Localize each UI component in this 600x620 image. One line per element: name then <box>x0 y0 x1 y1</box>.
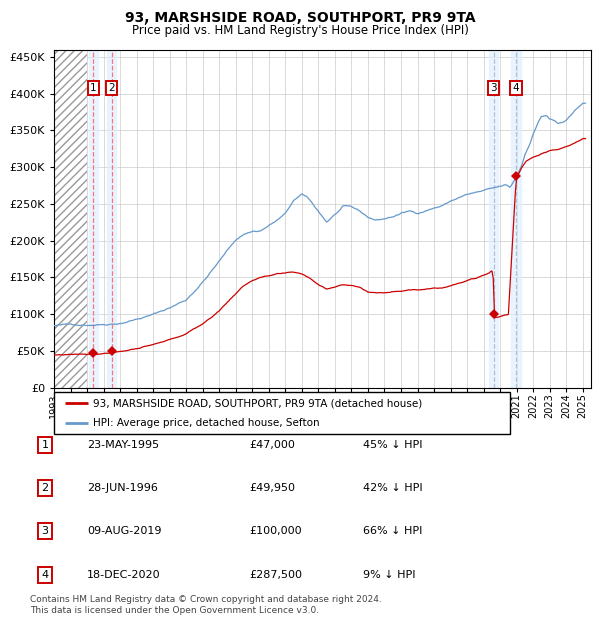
Text: 23-MAY-1995: 23-MAY-1995 <box>87 440 159 450</box>
FancyBboxPatch shape <box>54 392 510 434</box>
Text: Price paid vs. HM Land Registry's House Price Index (HPI): Price paid vs. HM Land Registry's House … <box>131 24 469 37</box>
Text: Contains HM Land Registry data © Crown copyright and database right 2024.: Contains HM Land Registry data © Crown c… <box>30 595 382 604</box>
Text: 1: 1 <box>41 440 49 450</box>
Text: 18-DEC-2020: 18-DEC-2020 <box>87 570 161 580</box>
Text: 1: 1 <box>90 83 97 93</box>
Text: 4: 4 <box>512 83 519 93</box>
Text: 3: 3 <box>490 83 497 93</box>
Text: 66% ↓ HPI: 66% ↓ HPI <box>363 526 422 536</box>
Text: £100,000: £100,000 <box>249 526 302 536</box>
Text: 93, MARSHSIDE ROAD, SOUTHPORT, PR9 9TA: 93, MARSHSIDE ROAD, SOUTHPORT, PR9 9TA <box>125 11 475 25</box>
Text: 09-AUG-2019: 09-AUG-2019 <box>87 526 161 536</box>
Text: 9% ↓ HPI: 9% ↓ HPI <box>363 570 415 580</box>
Bar <box>54 50 87 388</box>
Text: £49,950: £49,950 <box>249 483 295 493</box>
Text: 42% ↓ HPI: 42% ↓ HPI <box>363 483 422 493</box>
Text: HPI: Average price, detached house, Sefton: HPI: Average price, detached house, Seft… <box>93 418 319 428</box>
Text: 45% ↓ HPI: 45% ↓ HPI <box>363 440 422 450</box>
Text: £287,500: £287,500 <box>249 570 302 580</box>
Text: 4: 4 <box>41 570 49 580</box>
Bar <box>489 50 498 388</box>
Text: 3: 3 <box>41 526 49 536</box>
Text: 28-JUN-1996: 28-JUN-1996 <box>87 483 158 493</box>
Bar <box>107 50 116 388</box>
Text: £47,000: £47,000 <box>249 440 295 450</box>
Text: 2: 2 <box>41 483 49 493</box>
Text: This data is licensed under the Open Government Licence v3.0.: This data is licensed under the Open Gov… <box>30 606 319 616</box>
Text: 93, MARSHSIDE ROAD, SOUTHPORT, PR9 9TA (detached house): 93, MARSHSIDE ROAD, SOUTHPORT, PR9 9TA (… <box>93 398 422 408</box>
Bar <box>89 50 98 388</box>
Text: 2: 2 <box>109 83 115 93</box>
Bar <box>511 50 521 388</box>
